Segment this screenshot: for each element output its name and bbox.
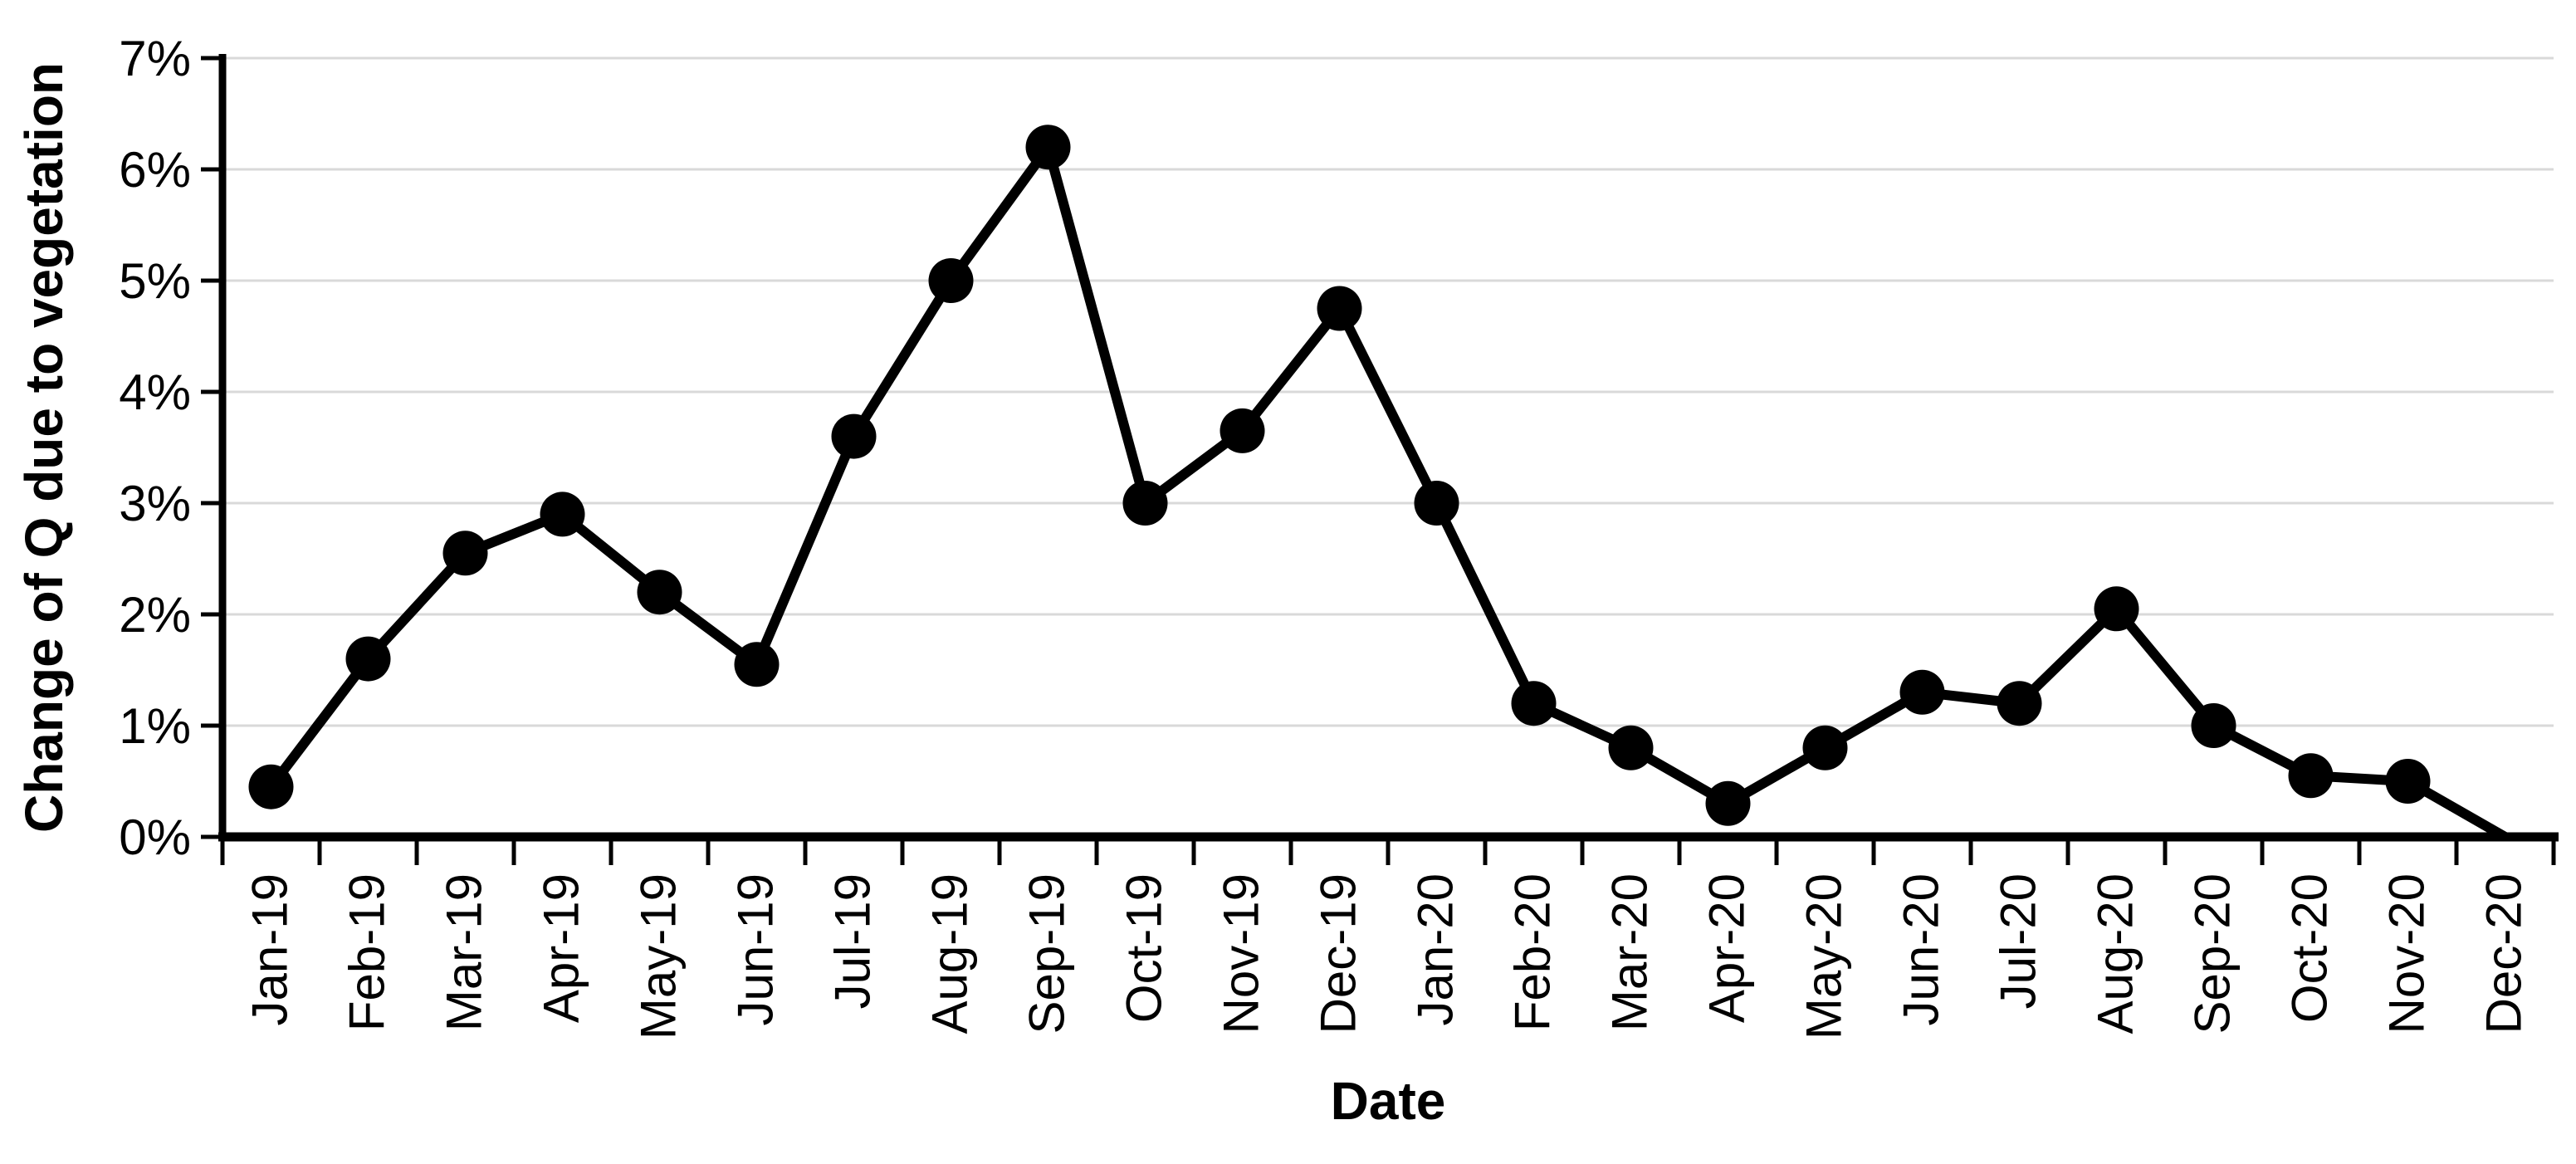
x-tick-label: Mar-19 xyxy=(437,873,492,1031)
x-tick-label: Jun-20 xyxy=(1894,873,1949,1025)
x-tick-label: Mar-20 xyxy=(1602,873,1658,1031)
data-point-marker xyxy=(1608,725,1654,770)
data-point-marker xyxy=(734,642,780,687)
x-tick-label: Jun-19 xyxy=(728,873,784,1025)
y-tick-label: 7% xyxy=(119,31,191,86)
x-tick-label: Dec-19 xyxy=(1311,873,1366,1034)
x-axis-tick-labels: Jan-19 Feb-19 Mar-19 Apr-19 May-19 Jun-19 Jul-… xyxy=(242,873,2532,1039)
data-point-marker xyxy=(248,764,294,809)
data-point-marker xyxy=(442,531,488,576)
data-point-marker xyxy=(1705,780,1751,826)
x-tick-label: May-20 xyxy=(1796,873,1852,1039)
x-tick-label: Sep-20 xyxy=(2185,873,2241,1034)
data-point-marker xyxy=(2288,753,2334,799)
series-markers xyxy=(248,125,2431,826)
data-point-marker xyxy=(2385,759,2431,804)
x-tick-label: Oct-19 xyxy=(1117,873,1172,1023)
data-point-marker xyxy=(1025,125,1071,170)
x-tick-label: Sep-19 xyxy=(1019,873,1075,1034)
x-tick-label: Feb-20 xyxy=(1505,873,1561,1031)
x-tick-label: Feb-19 xyxy=(340,873,395,1031)
y-tick-label: 1% xyxy=(119,698,191,754)
data-point-marker xyxy=(1802,725,1848,770)
x-tick-label: May-19 xyxy=(631,873,687,1039)
series-line xyxy=(266,135,2508,842)
x-tick-label: Jan-19 xyxy=(242,873,298,1025)
y-tick-label: 5% xyxy=(119,253,191,309)
x-tick-label: Oct-20 xyxy=(2282,873,2338,1023)
data-point-marker xyxy=(1997,681,2042,726)
y-axis-tick-labels: 0% 1% 2% 3% 4% 5% 6% 7% xyxy=(119,31,191,865)
data-point-marker xyxy=(2191,703,2236,748)
x-tick-label: Aug-19 xyxy=(922,873,978,1034)
x-tick-label: Jul-19 xyxy=(825,873,881,1009)
data-point-marker xyxy=(1220,408,1265,453)
y-tick-label: 4% xyxy=(119,364,191,420)
x-tick-label: Aug-20 xyxy=(2088,873,2143,1034)
data-point-marker xyxy=(2094,586,2139,632)
data-point-marker xyxy=(1317,286,1362,331)
axes xyxy=(201,54,2559,865)
x-tick-label: Jul-20 xyxy=(1991,873,2046,1009)
y-tick-label: 3% xyxy=(119,476,191,531)
y-axis-title: Change of Q due to vegetation xyxy=(14,62,74,833)
data-point-marker xyxy=(637,570,682,615)
x-axis-title: Date xyxy=(1331,1071,1446,1131)
x-tick-label: Apr-19 xyxy=(534,873,589,1023)
data-point-marker xyxy=(1414,481,1459,526)
data-point-marker xyxy=(928,258,974,303)
x-tick-label: Jan-20 xyxy=(1408,873,1464,1025)
x-tick-label: Nov-20 xyxy=(2379,873,2435,1034)
data-point-marker xyxy=(1122,481,1168,526)
x-tick-label: Apr-20 xyxy=(1699,873,1755,1023)
x-tick-label: Dec-20 xyxy=(2476,873,2532,1034)
x-tick-label: Nov-19 xyxy=(1214,873,1269,1034)
gridlines xyxy=(226,56,2554,727)
data-point-marker xyxy=(831,413,877,459)
y-tick-label: 2% xyxy=(119,587,191,643)
data-point-marker xyxy=(540,492,585,537)
data-point-marker xyxy=(345,636,391,682)
data-point-marker xyxy=(1899,669,1945,715)
y-tick-label: 6% xyxy=(119,142,191,198)
data-point-marker xyxy=(1511,681,1557,726)
y-tick-label: 0% xyxy=(119,809,191,865)
